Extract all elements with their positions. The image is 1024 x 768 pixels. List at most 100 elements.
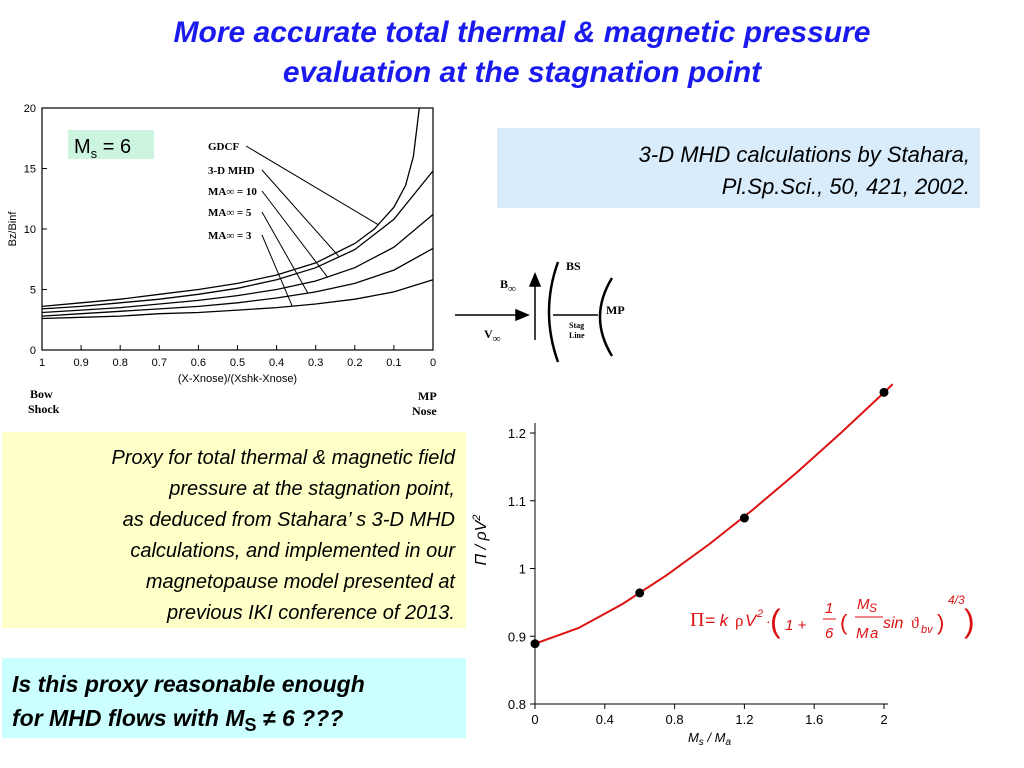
mp-nose-note: MP — [418, 389, 437, 403]
series-label: MA∞ = 5 — [208, 207, 252, 219]
leader-line — [261, 169, 340, 258]
curve — [41, 279, 434, 320]
y-tick-label: 1 — [519, 562, 526, 577]
mp-label: MP — [606, 303, 625, 317]
proxy-line: pressure at the stagnation point, — [168, 478, 455, 500]
x-tick-label: 0.3 — [308, 357, 323, 369]
y-tick-label: 1.1 — [508, 494, 526, 509]
formula-part: 6 — [825, 625, 834, 642]
b-arrow-head — [528, 272, 542, 287]
mach-label: Ms = 6 — [74, 136, 131, 161]
formula-part: M — [856, 625, 869, 642]
series-label: MA∞ = 3 — [208, 230, 252, 242]
x-tick-label: 2 — [880, 712, 887, 727]
proxy-line: Proxy for total thermal & magnetic field — [112, 447, 456, 469]
y-tick-label: 5 — [30, 285, 36, 297]
formula-part: · — [766, 613, 771, 629]
question-line-part: for MHD flows with M — [12, 705, 245, 731]
magnetopause — [598, 277, 614, 357]
formula-part: M — [857, 596, 870, 613]
citation-line: Pl.Sp.Sci., 50, 421, 2002. — [722, 174, 970, 199]
b-label-part: B — [500, 277, 508, 291]
bow-shock — [547, 261, 560, 363]
series-label: MA∞ = 10 — [208, 186, 257, 198]
formula-part: bv — [921, 624, 934, 636]
data-point — [635, 588, 645, 598]
mach-label-part: s — [91, 146, 98, 161]
y-axis-label: Π / ρV2 — [471, 515, 490, 566]
series-label: GDCF — [208, 141, 239, 153]
mach-label-part: M — [74, 136, 91, 158]
citation-line: 3-D MHD calculations by Stahara, — [639, 142, 970, 167]
y-tick-label: 0.9 — [508, 629, 526, 644]
x-tick-label: 1.6 — [805, 712, 823, 727]
formula-part: 1 — [825, 600, 833, 617]
x-tick-label: 0 — [531, 712, 538, 727]
x-tick-label: 1.2 — [735, 712, 753, 727]
curve — [41, 170, 434, 310]
mach-box — [68, 130, 154, 159]
leader-line — [245, 145, 379, 226]
stag-label: Stag — [569, 321, 584, 330]
formula-part: V — [745, 611, 758, 630]
y-tick-label: 0.8 — [508, 697, 526, 712]
proxy-box — [2, 432, 466, 628]
x-axis-label-part: s — [699, 737, 704, 748]
x-tick-label: 0.9 — [73, 357, 88, 369]
x-axis-label: Ms / Ma — [688, 730, 732, 748]
b-label-part: ∞ — [508, 283, 516, 295]
formula-part: ( — [770, 603, 781, 639]
y-tick-label: 10 — [24, 224, 36, 236]
curve — [41, 247, 434, 317]
formula-part: Π — [690, 609, 704, 631]
x-axis-label-part: a — [725, 737, 731, 748]
formula-part: a — [870, 625, 878, 642]
question-line-part: ≠ 6 ??? — [257, 705, 344, 731]
formula-part: ( — [840, 610, 848, 635]
curve — [41, 107, 420, 308]
data-point — [739, 513, 749, 523]
formula-part: S — [869, 601, 877, 615]
x-tick-label: 0.4 — [269, 357, 284, 369]
slide-title: More accurate total thermal & magnetic p… — [174, 16, 871, 49]
citation-box — [497, 128, 980, 208]
formula-part: ϑ — [911, 615, 919, 632]
x-tick-label: 0 — [430, 357, 436, 369]
x-tick-label: 0.4 — [596, 712, 614, 727]
x-tick-label: 0.8 — [113, 357, 128, 369]
x-tick-label: 0.5 — [230, 357, 245, 369]
data-point — [879, 387, 889, 397]
y-tick-label: 1.2 — [508, 426, 526, 441]
y-tick-label: 0 — [30, 345, 36, 357]
bow-shock-note: Shock — [28, 402, 60, 416]
b-label: B∞ — [500, 277, 516, 295]
formula-part: 1 + — [785, 617, 807, 634]
v-label-part: ∞ — [493, 333, 501, 345]
question-line: for MHD flows with MS ≠ 6 ??? — [12, 705, 343, 735]
v-arrow-head — [515, 308, 530, 322]
y-tick-label: 15 — [24, 164, 36, 176]
mach-label-part: = 6 — [97, 136, 131, 158]
proxy-line: as deduced from Stahara’ s 3-D MHD — [123, 509, 455, 531]
v-label-part: V — [484, 327, 493, 341]
leader-line — [261, 234, 293, 307]
series-label: 3-D MHD — [208, 165, 255, 177]
y-axis-label-part: Π / ρV — [473, 519, 490, 565]
y-axis-label-part: 2 — [471, 515, 483, 522]
x-tick-label: 0.8 — [666, 712, 684, 727]
x-tick-label: 0.6 — [191, 357, 206, 369]
x-axis-label: (X-Xnose)/(Xshk-Xnose) — [178, 373, 297, 385]
data-point — [530, 639, 540, 649]
flow-diagram — [455, 261, 614, 363]
leader-line — [261, 211, 309, 294]
question-line-part: S — [245, 715, 257, 735]
x-tick-label: 0.7 — [152, 357, 167, 369]
formula-part: 2 — [756, 608, 763, 620]
question-box — [2, 658, 466, 738]
y-tick-label: 20 — [24, 103, 36, 115]
x-axis-label-part: M — [688, 730, 699, 745]
x-tick-label: 1 — [39, 357, 45, 369]
v-label: V∞ — [484, 327, 501, 345]
question-line: Is this proxy reasonable enough — [12, 671, 365, 697]
